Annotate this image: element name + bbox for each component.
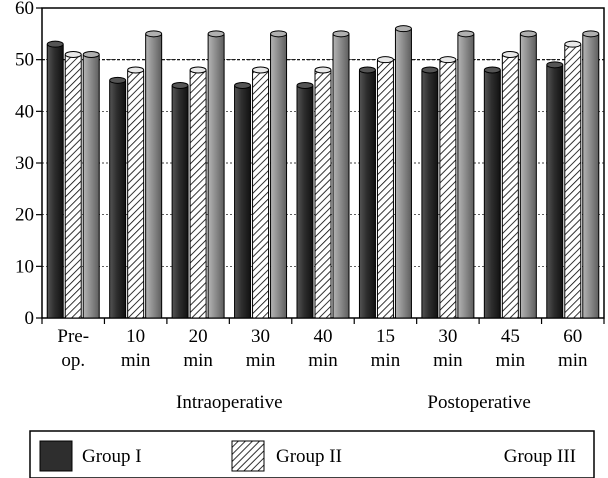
bar-group-iii [394, 28, 412, 319]
x-category-label: 20 [189, 326, 208, 347]
bar-cap [270, 30, 288, 38]
x-category-label: min [433, 350, 463, 371]
x-category-label: min [121, 350, 151, 371]
bar-cap [546, 61, 564, 69]
bar-group-iii [82, 54, 100, 319]
bar-cap [252, 66, 270, 74]
bar-cap [127, 66, 145, 74]
bars [46, 25, 600, 319]
bar-cap [145, 30, 163, 38]
x-group-label: Postoperative [427, 392, 530, 413]
y-tick-label: 30 [15, 153, 34, 174]
x-category-label: min [371, 350, 401, 371]
y-tick-label: 10 [15, 256, 34, 277]
legend-label-group-ii: Group II [276, 446, 342, 467]
bar-cap [564, 40, 582, 48]
legend-label-group-iii: Group III [504, 446, 576, 467]
bar-cap [582, 30, 600, 38]
bar-cap [189, 66, 207, 74]
bar-cap [314, 66, 332, 74]
x-category-label: min [246, 350, 276, 371]
labels: Pre-op. 10 min 20 min 30 min 40 min 15 min 30 min 45 m… [57, 326, 588, 413]
bar-cap [483, 66, 501, 74]
x-category-label: 30 [251, 326, 270, 347]
bar-cap [332, 30, 350, 38]
bar-cap [109, 76, 127, 84]
bar-group-i [358, 69, 376, 319]
bar-cap [82, 51, 100, 58]
x-category-label: min [183, 350, 213, 371]
bar-cap [519, 30, 537, 38]
bar-group-ii [501, 54, 519, 319]
bar-cap [439, 56, 457, 64]
bar-group-iii [457, 33, 475, 319]
bar-group-i [171, 85, 189, 319]
bar-cap [394, 25, 412, 33]
bar-group-iii [519, 33, 537, 319]
x-category-label: min [558, 350, 588, 371]
bar-cap [171, 82, 189, 89]
bar-group-i [421, 69, 439, 319]
x-category-label: 30 [438, 326, 457, 347]
y-tick-label: 0 [25, 308, 35, 329]
bar-group-i [234, 85, 252, 319]
bar-group-i [296, 85, 314, 319]
legend: Group I Group II Group III [29, 430, 595, 478]
axes: 0 10 20 30 40 50 60 [15, 0, 605, 329]
bar-cap [358, 66, 376, 74]
x-category-label: Pre- [57, 326, 89, 347]
x-category-label: 10 [126, 326, 145, 347]
x-category-label: op. [61, 350, 85, 371]
bar-group-ii [314, 69, 332, 319]
bar-group-ii [564, 43, 582, 319]
bar-group-i [483, 69, 501, 319]
bar-group-iii [582, 33, 600, 319]
x-category-label: 60 [563, 326, 582, 347]
bar-group-ii [376, 59, 394, 319]
legend-swatch-group-i [39, 440, 73, 472]
x-group-label: Intraoperative [176, 392, 283, 413]
bar-group-ii [189, 69, 207, 319]
bar-group-i [546, 64, 564, 319]
bar-group-i [109, 79, 127, 319]
bar-cap [421, 66, 439, 74]
bar-cap [457, 30, 475, 38]
bar-group-ii [127, 69, 145, 319]
bar-cap [207, 30, 225, 38]
y-tick-label: 60 [15, 0, 34, 19]
bar-group-iii [270, 33, 288, 319]
legend-label-group-i: Group I [82, 446, 142, 467]
bar-group-ii [439, 59, 457, 319]
x-category-label: min [496, 350, 526, 371]
bar-group-i [46, 43, 64, 319]
legend-swatch-group-ii [231, 440, 265, 472]
y-tick-label: 20 [15, 205, 34, 226]
x-category-label: 15 [376, 326, 395, 347]
bar-group-iii [332, 33, 350, 319]
y-tick-label: 50 [15, 50, 34, 71]
x-category-label: min [308, 350, 338, 371]
y-tick-label: 40 [15, 101, 34, 122]
bar-cap [376, 56, 394, 64]
bar-group-iii [207, 33, 225, 319]
bar-group-iii [145, 33, 163, 319]
x-category-label: 45 [501, 326, 520, 347]
bar-cap [46, 40, 64, 48]
bar-cap [501, 51, 519, 58]
bar-cap [64, 51, 82, 58]
bar-group-ii [252, 69, 270, 319]
bar-cap [296, 82, 314, 89]
bar-group-ii [64, 54, 82, 319]
bar-cap [234, 82, 252, 89]
legend-box [29, 430, 595, 478]
x-category-label: 40 [314, 326, 333, 347]
